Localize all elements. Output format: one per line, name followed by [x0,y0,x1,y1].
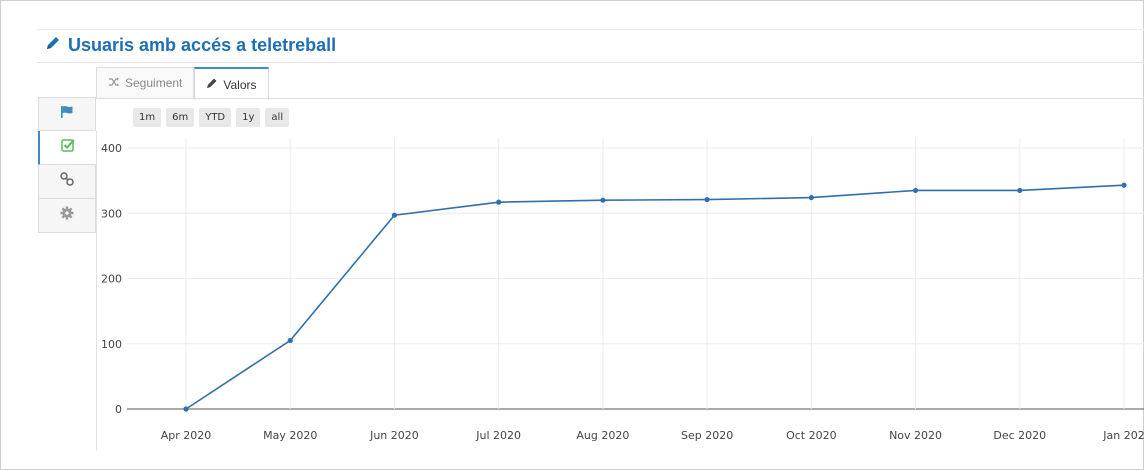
sidebar-item-flag[interactable] [38,97,96,131]
divider [37,29,1144,30]
tab-valors[interactable]: Valors [194,67,269,100]
tab-label: Valors [223,77,257,92]
divider [37,62,1144,63]
data-point [808,194,814,201]
range-button-all[interactable]: all [265,108,290,127]
y-tick-label: 200 [101,273,122,286]
divider [96,131,97,451]
data-point [912,187,919,194]
gear-icon [59,205,75,226]
x-tick-label: Jul 2020 [475,429,521,442]
range-button-1y[interactable]: 1y [236,108,261,127]
y-tick-label: 400 [101,142,122,155]
data-point [1017,187,1023,194]
x-tick-label: Jan 202 [1102,429,1144,442]
data-point [1121,182,1127,188]
pencil-icon [45,35,61,56]
x-tick-label: Nov 2020 [889,429,942,442]
sidebar [38,97,96,233]
tab-label: Seguiment [125,76,183,90]
divider [96,98,1144,99]
range-button-1m[interactable]: 1m [133,108,162,127]
range-button-ytd[interactable]: YTD [199,108,232,127]
x-tick-label: Sep 2020 [681,429,733,442]
y-tick-label: 100 [101,338,122,351]
series-line [185,184,1125,410]
range-button-6m[interactable]: 6m [166,108,195,127]
x-tick-label: Aug 2020 [576,429,629,442]
data-point [704,196,710,203]
link-icon [59,171,75,192]
data-point [496,199,502,205]
x-tick-label: Oct 2020 [786,429,837,442]
tab-seguiment[interactable]: Seguiment [96,67,195,98]
data-point [287,337,293,344]
data-point [391,212,398,218]
data-point [600,197,606,203]
y-tick-label: 0 [115,403,122,416]
shuffle-icon [108,76,120,91]
panel-title: Usuaris amb accés a teletreball [45,35,336,56]
flag-icon [59,104,75,125]
sidebar-item-check[interactable] [38,131,96,165]
x-tick-label: May 2020 [263,429,317,442]
x-tick-label: Dec 2020 [993,429,1046,442]
y-tick-label: 300 [101,207,122,220]
x-tick-label: Apr 2020 [161,429,212,442]
x-tick-label: Jun 2020 [369,429,419,442]
sidebar-item-link[interactable] [38,165,96,199]
sidebar-item-settings[interactable] [38,199,96,233]
tab-bar: Seguiment Valors [96,67,269,100]
panel-title-text: Usuaris amb accés a teletreball [68,35,337,55]
data-point [183,406,189,412]
check-square-icon [60,137,76,158]
range-selector: 1m 6m YTD 1y all [133,108,290,127]
pencil-icon [206,77,218,92]
